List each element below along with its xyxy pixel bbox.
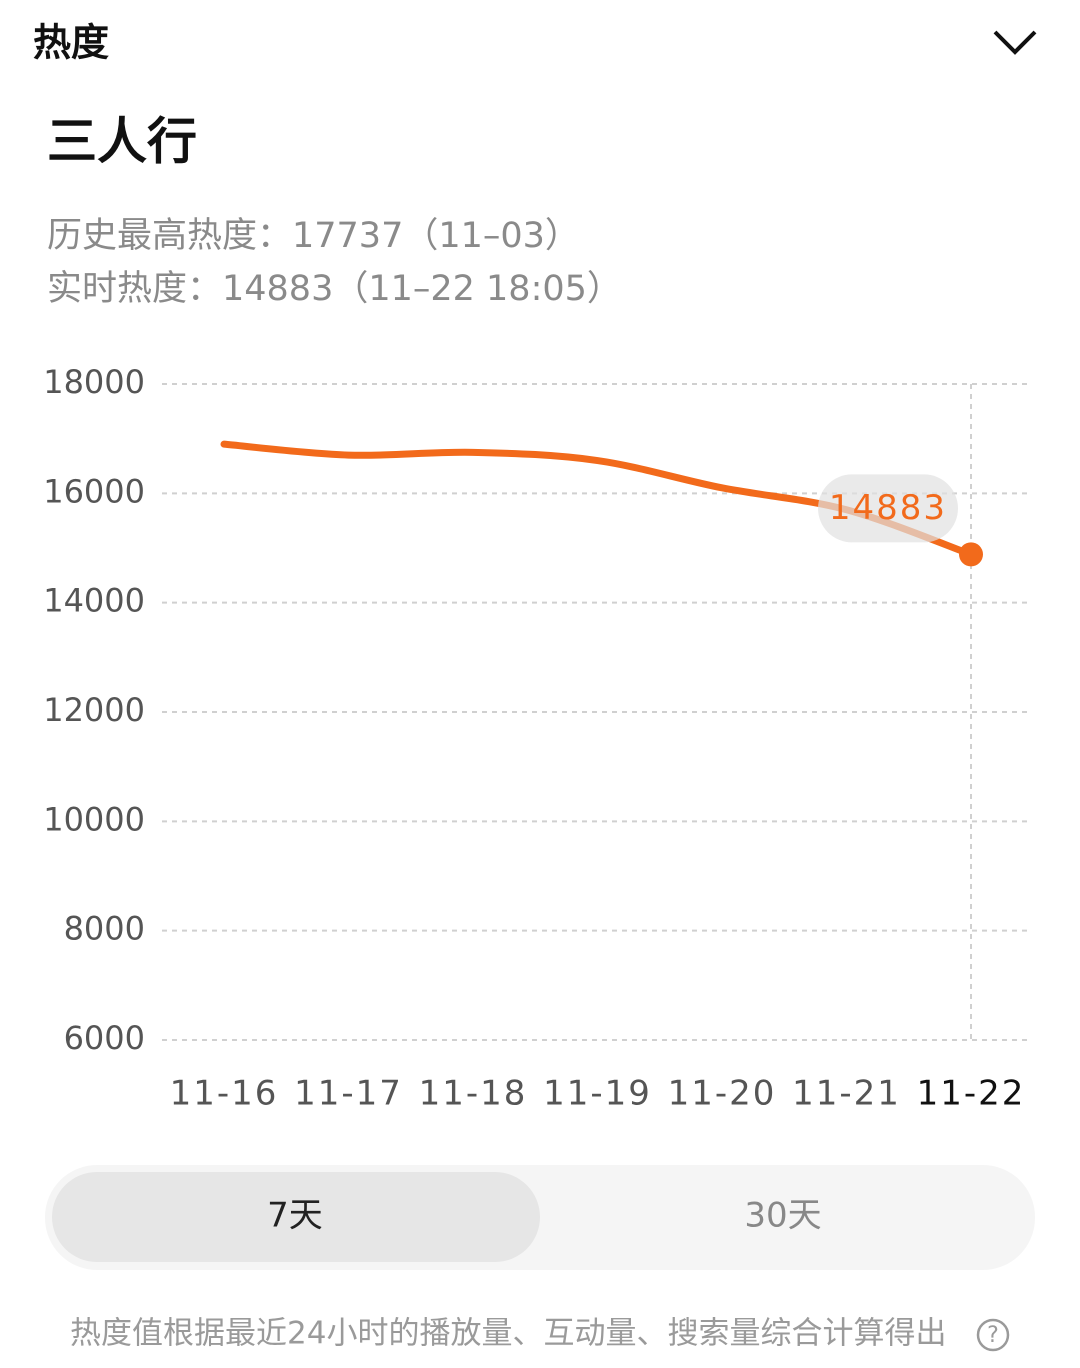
- help-icon-text: ?: [987, 1323, 999, 1348]
- y-tick-label: 14000: [43, 582, 145, 620]
- chart: 6000 8000 10000 12000 14000 16000 18000 11-16 11…: [43, 363, 1030, 1114]
- x-tick-label: 11-19: [543, 1074, 652, 1114]
- stat: 历史最高热度：17737（11–03）: [47, 216, 580, 256]
- collapse-icon[interactable]: [993, 30, 1037, 55]
- header-title: 热度: [33, 21, 109, 65]
- y-tick-label: 18000: [43, 363, 145, 401]
- stat: 实时热度：14883（11–22 18:05）: [47, 269, 622, 309]
- y-tick-label: 12000: [43, 691, 145, 729]
- tab[interactable]: 7天: [267, 1196, 323, 1236]
- x-tick-label: 11-20: [668, 1074, 777, 1114]
- footer-note: 热度值根据最近24小时的播放量、互动量、搜索量综合计算得出: [70, 1316, 946, 1352]
- x-tick-label: 11-18: [419, 1074, 528, 1114]
- y-tick-label: 10000: [43, 800, 145, 838]
- y-tick-label: 16000: [43, 472, 145, 510]
- tab[interactable]: 30天: [744, 1196, 821, 1236]
- data-label: 14883: [829, 488, 947, 528]
- point: [959, 542, 983, 567]
- help-icon[interactable]: [976, 1318, 1010, 1352]
- x-tick-label: 11-16: [170, 1074, 279, 1114]
- y-tick-label: 6000: [64, 1019, 145, 1057]
- y-tick-label: 8000: [64, 910, 145, 948]
- x-tick-label: 11-22: [917, 1074, 1026, 1114]
- x-tick-label: 11-17: [294, 1074, 403, 1114]
- x-tick-label: 11-21: [792, 1074, 901, 1114]
- subject: 三人行: [47, 113, 197, 171]
- tab-selected[interactable]: [52, 1172, 540, 1262]
- label-bubble: [818, 474, 958, 543]
